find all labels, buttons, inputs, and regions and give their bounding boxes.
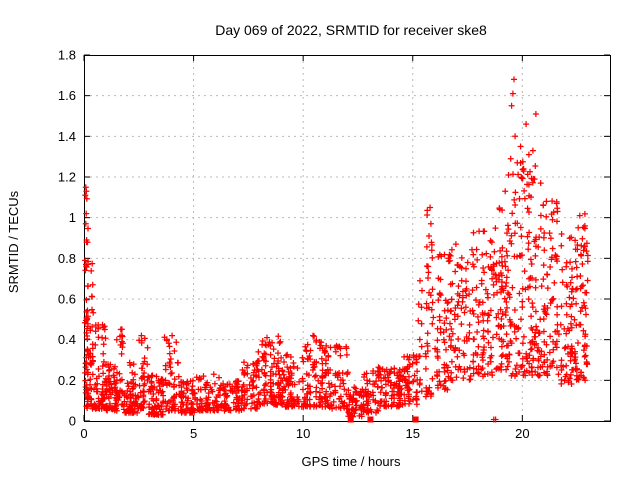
y-tick-label: 1.6 (58, 88, 76, 103)
y-axis-label: SRMTID / TECUs (6, 190, 21, 293)
x-tick-label: 0 (80, 426, 87, 441)
axis-frame-and-ticks: 0 5 10 15 20 0 0.2 0.4 0.6 0.8 1 1.2 1.4 1.6 1.8 (58, 48, 611, 441)
zero-value-square-marker (347, 416, 354, 423)
scatter-plus-markers (81, 76, 591, 423)
y-tick-label: 1.4 (58, 129, 76, 144)
y-tick-label: 0.8 (58, 251, 76, 266)
y-tick-label: 0 (69, 414, 76, 429)
x-axis-label: GPS time / hours (302, 454, 401, 469)
x-tick-label: 20 (515, 426, 529, 441)
y-tick-label: 1 (69, 210, 76, 225)
y-tick-label: 1.8 (58, 48, 76, 63)
zero-value-square-marker (412, 416, 419, 423)
x-tick-label: 5 (190, 426, 197, 441)
zero-value-square-marker (367, 416, 374, 423)
y-tick-label: 0.2 (58, 373, 76, 388)
data-points (81, 76, 591, 423)
chart-title: Day 069 of 2022, SRMTID for receiver ske… (215, 22, 487, 38)
x-tick-label: 10 (296, 426, 310, 441)
y-tick-label: 1.2 (58, 170, 76, 185)
y-tick-label: 0.4 (58, 332, 76, 347)
x-tick-label: 15 (406, 426, 420, 441)
plot-border (84, 55, 611, 422)
y-tick-label: 0.6 (58, 292, 76, 307)
